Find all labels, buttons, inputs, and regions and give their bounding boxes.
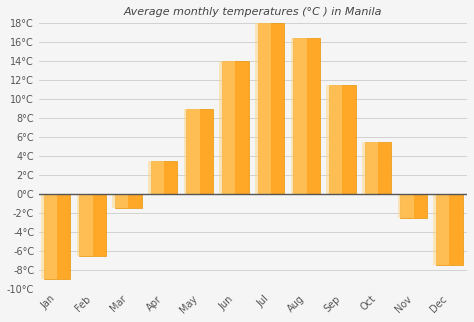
Bar	[433, 194, 449, 265]
Bar	[112, 194, 128, 208]
Bar	[79, 194, 106, 256]
Bar	[436, 194, 463, 265]
Bar	[219, 61, 235, 194]
Bar	[398, 194, 413, 218]
Bar	[400, 194, 427, 218]
Bar	[151, 161, 177, 194]
Bar	[326, 85, 342, 194]
Bar	[365, 142, 391, 194]
Bar	[329, 85, 356, 194]
Bar	[257, 23, 284, 194]
Bar	[186, 109, 213, 194]
Bar	[255, 23, 271, 194]
Bar	[148, 161, 164, 194]
Bar	[44, 194, 70, 279]
Bar	[183, 109, 200, 194]
Bar	[362, 142, 378, 194]
Bar	[41, 194, 57, 279]
Bar	[76, 194, 92, 256]
Bar	[222, 61, 248, 194]
Bar	[115, 194, 142, 208]
Bar	[291, 37, 307, 194]
Bar	[293, 37, 320, 194]
Title: Average monthly temperatures (°C ) in Manila: Average monthly temperatures (°C ) in Ma…	[124, 7, 383, 17]
